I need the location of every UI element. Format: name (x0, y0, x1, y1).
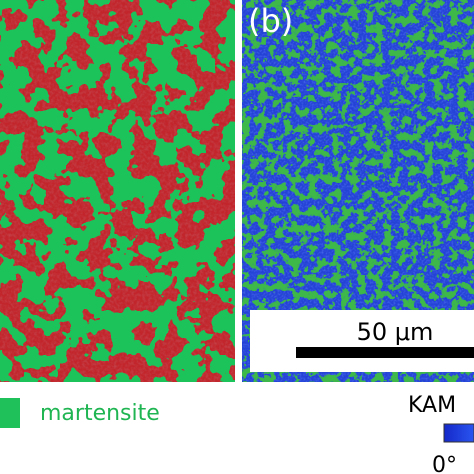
colorbar-title: KAM (408, 393, 456, 418)
legend-swatch (0, 398, 20, 428)
legend-label: martensite (40, 401, 160, 426)
colorbar: KAM 0° (408, 393, 474, 474)
phase-map (0, 0, 235, 382)
legend: martensite (0, 398, 160, 428)
scale-bar-label: 50 μm (357, 318, 434, 346)
colorbar-min-label: 0° (432, 453, 457, 474)
scale-bar-box (250, 310, 474, 372)
scale-bar-line (296, 347, 474, 358)
colorbar-gradient (443, 423, 474, 443)
panel-label: (b) (248, 2, 293, 40)
scale-bar: 50 μm (250, 310, 474, 372)
